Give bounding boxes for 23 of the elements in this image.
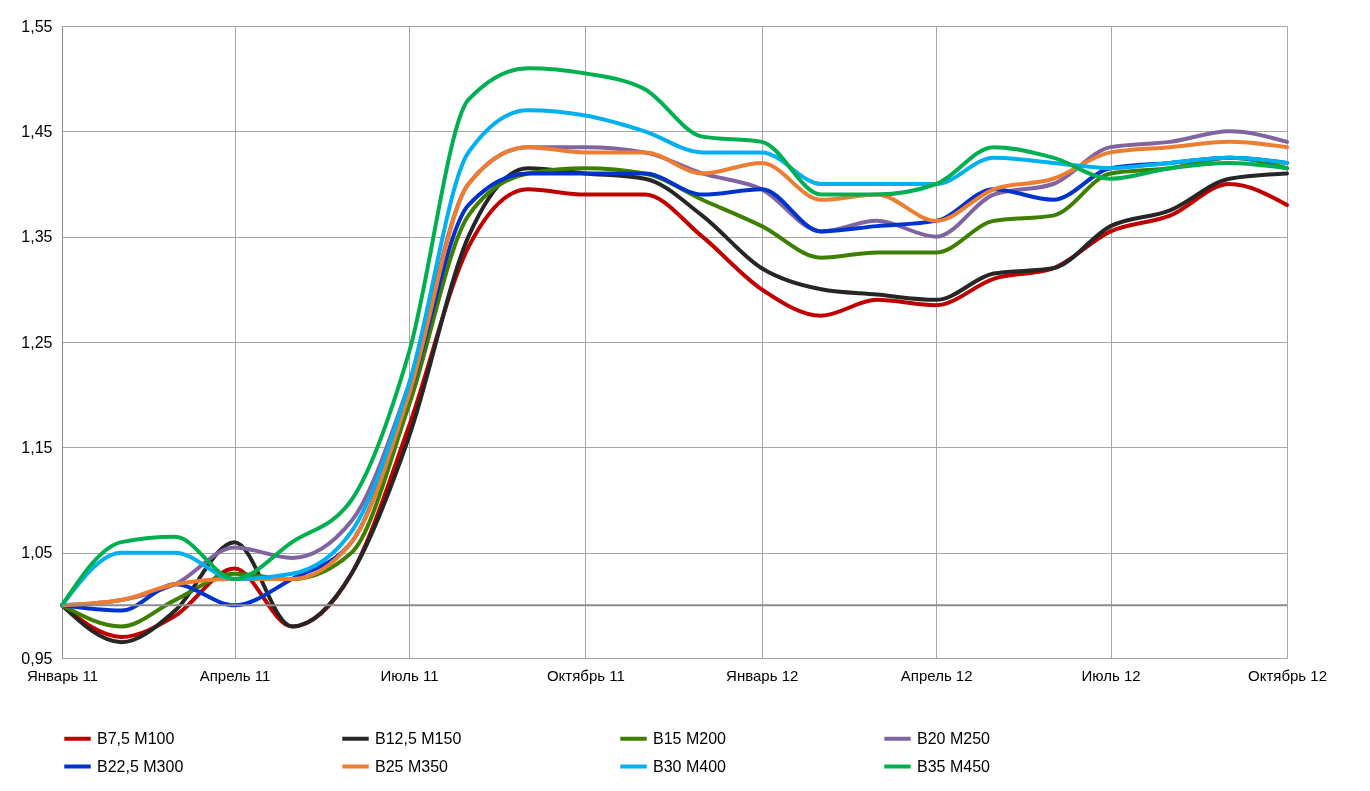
y-tick-label: 1,45 xyxy=(21,122,53,140)
legend-label: B22,5 M300 xyxy=(97,757,184,775)
legend-label: B30 M400 xyxy=(653,757,727,775)
legend-label: B7,5 M100 xyxy=(97,729,175,747)
y-tick-label: 1,25 xyxy=(21,333,53,351)
y-tick-label: 1,05 xyxy=(21,544,53,562)
legend-label: B12,5 M150 xyxy=(375,729,462,747)
x-tick-label: Январь 12 xyxy=(726,666,799,684)
y-tick-label: 1,15 xyxy=(21,438,53,456)
x-tick-label: Январь 11 xyxy=(26,666,99,684)
x-tick-label: Апрель 12 xyxy=(900,666,973,684)
x-tick-label: Июль 12 xyxy=(1081,666,1141,684)
y-tick-label: 1,55 xyxy=(21,17,53,35)
x-tick-label: Октябрь 11 xyxy=(546,666,625,684)
x-tick-label: Апрель 11 xyxy=(199,666,271,684)
y-tick-label: 1,35 xyxy=(21,228,53,246)
legend-label: B25 M350 xyxy=(375,757,449,775)
legend-label: B35 M450 xyxy=(917,757,991,775)
y-tick-label: 0,95 xyxy=(21,649,53,667)
x-tick-label: Июль 11 xyxy=(380,666,439,684)
legend-label: B20 M250 xyxy=(917,729,991,747)
legend-label: B15 M200 xyxy=(653,729,727,747)
x-tick-label: Октябрь 12 xyxy=(1248,666,1327,684)
